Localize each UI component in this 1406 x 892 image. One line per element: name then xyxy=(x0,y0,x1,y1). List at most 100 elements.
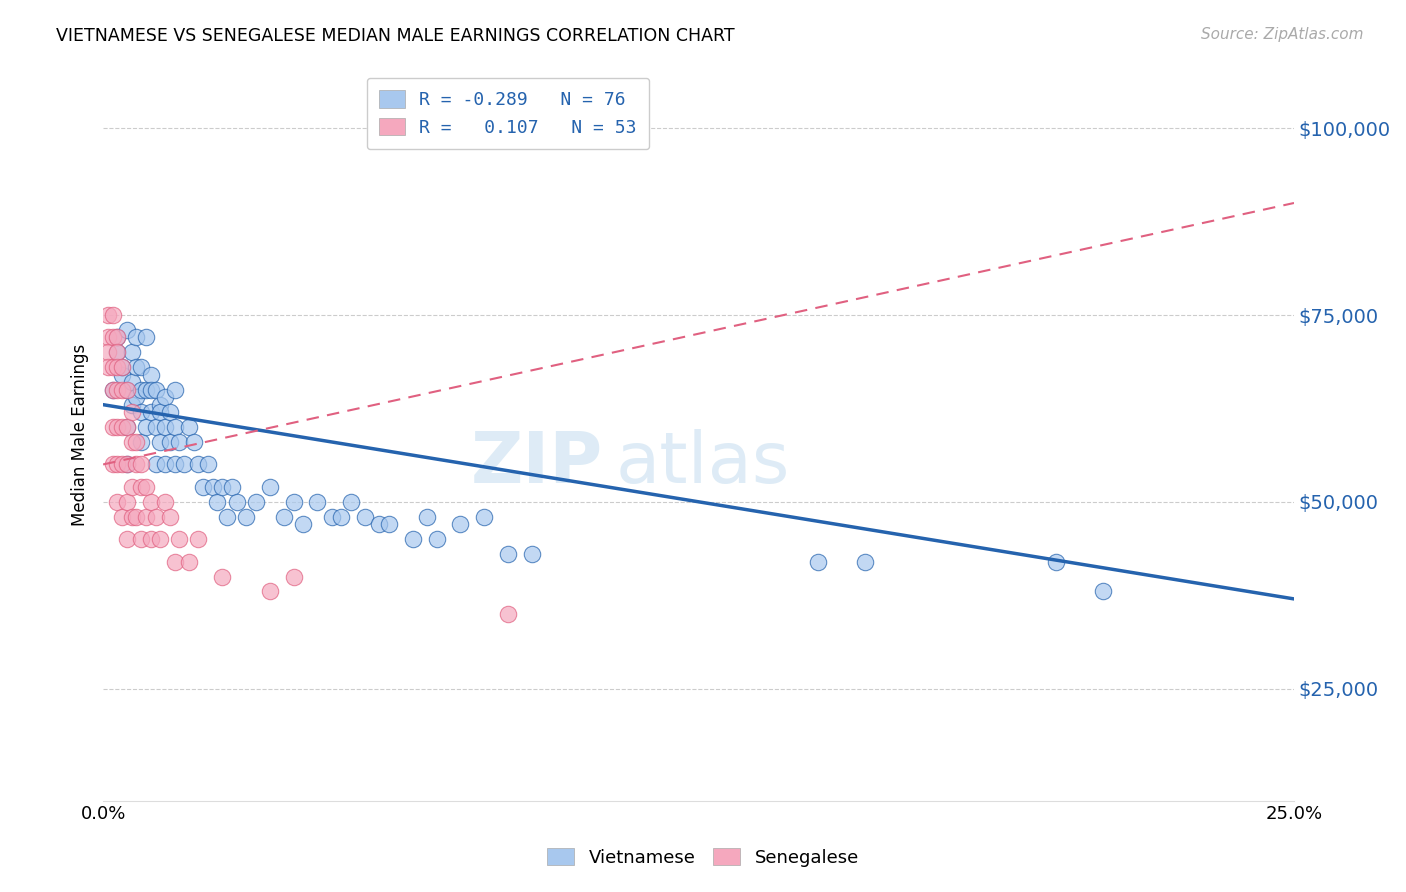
Point xyxy=(201,480,224,494)
Point xyxy=(153,458,176,472)
Point xyxy=(215,509,238,524)
Point xyxy=(149,398,172,412)
Point xyxy=(149,405,172,419)
Point xyxy=(273,509,295,524)
Point xyxy=(139,383,162,397)
Point xyxy=(135,480,157,494)
Point xyxy=(472,509,495,524)
Point xyxy=(121,405,143,419)
Point xyxy=(97,308,120,322)
Point xyxy=(125,509,148,524)
Point xyxy=(283,495,305,509)
Point xyxy=(187,458,209,472)
Legend: R = -0.289   N = 76, R =   0.107   N = 53: R = -0.289 N = 76, R = 0.107 N = 53 xyxy=(367,78,650,150)
Point xyxy=(197,458,219,472)
Point xyxy=(121,435,143,450)
Point xyxy=(111,368,134,382)
Point xyxy=(125,435,148,450)
Point xyxy=(211,480,233,494)
Point xyxy=(139,495,162,509)
Point xyxy=(115,383,138,397)
Point xyxy=(107,330,129,344)
Point xyxy=(107,330,129,344)
Point xyxy=(125,458,148,472)
Point xyxy=(121,509,143,524)
Point xyxy=(259,584,281,599)
Point xyxy=(101,420,124,434)
Point xyxy=(853,555,876,569)
Point xyxy=(129,405,152,419)
Point xyxy=(449,517,471,532)
Point xyxy=(177,555,200,569)
Point xyxy=(97,360,120,375)
Point xyxy=(135,420,157,434)
Point xyxy=(111,458,134,472)
Point xyxy=(139,368,162,382)
Point xyxy=(129,480,152,494)
Point xyxy=(115,458,138,472)
Point xyxy=(115,495,138,509)
Point xyxy=(129,458,152,472)
Point xyxy=(115,458,138,472)
Point xyxy=(283,569,305,583)
Point xyxy=(129,532,152,546)
Point xyxy=(125,330,148,344)
Point xyxy=(121,480,143,494)
Point xyxy=(402,532,425,546)
Point xyxy=(107,458,129,472)
Point xyxy=(101,308,124,322)
Point xyxy=(187,532,209,546)
Text: Source: ZipAtlas.com: Source: ZipAtlas.com xyxy=(1201,27,1364,42)
Point xyxy=(354,509,377,524)
Point xyxy=(149,532,172,546)
Point xyxy=(221,480,243,494)
Point xyxy=(378,517,401,532)
Point xyxy=(135,383,157,397)
Point xyxy=(111,360,134,375)
Point xyxy=(115,420,138,434)
Point xyxy=(159,509,181,524)
Text: atlas: atlas xyxy=(616,429,790,499)
Point xyxy=(135,330,157,344)
Point xyxy=(135,509,157,524)
Point xyxy=(97,345,120,359)
Point xyxy=(368,517,391,532)
Point xyxy=(107,345,129,359)
Point xyxy=(163,420,186,434)
Point xyxy=(163,383,186,397)
Point xyxy=(121,345,143,359)
Point xyxy=(292,517,315,532)
Point xyxy=(307,495,329,509)
Text: ZIP: ZIP xyxy=(471,429,603,499)
Point xyxy=(139,532,162,546)
Point xyxy=(115,532,138,546)
Point xyxy=(121,376,143,390)
Point xyxy=(129,360,152,375)
Point xyxy=(115,383,138,397)
Point xyxy=(107,360,129,375)
Point xyxy=(169,435,191,450)
Point xyxy=(145,383,167,397)
Point xyxy=(225,495,247,509)
Point xyxy=(107,420,129,434)
Point xyxy=(139,405,162,419)
Point xyxy=(159,405,181,419)
Point xyxy=(163,458,186,472)
Point xyxy=(129,435,152,450)
Point xyxy=(340,495,363,509)
Point xyxy=(1045,555,1067,569)
Point xyxy=(121,398,143,412)
Point xyxy=(149,435,172,450)
Point xyxy=(101,383,124,397)
Point xyxy=(111,360,134,375)
Point xyxy=(211,569,233,583)
Point xyxy=(115,323,138,337)
Point xyxy=(807,555,830,569)
Point xyxy=(245,495,267,509)
Legend: Vietnamese, Senegalese: Vietnamese, Senegalese xyxy=(540,841,866,874)
Point xyxy=(111,383,134,397)
Point xyxy=(191,480,214,494)
Point xyxy=(107,495,129,509)
Point xyxy=(1092,584,1115,599)
Point xyxy=(259,480,281,494)
